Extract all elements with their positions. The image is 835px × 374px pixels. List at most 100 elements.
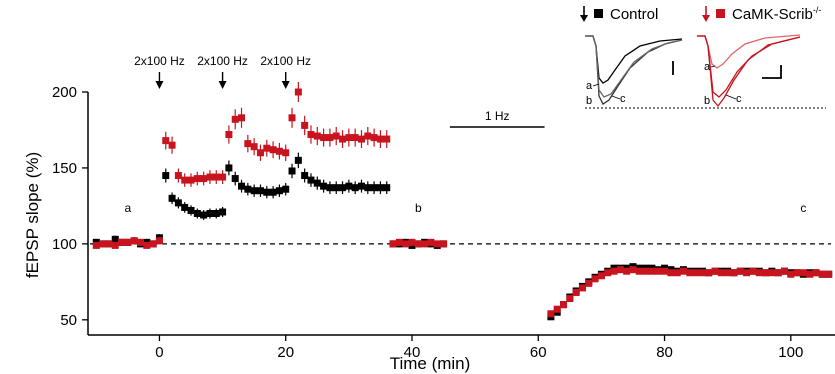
- stimulus-label: 2x100 Hz: [134, 54, 185, 68]
- data-point-scrib: [370, 134, 378, 142]
- data-point-scrib: [799, 269, 807, 277]
- trace-label-b-scrib: b: [704, 95, 710, 107]
- data-point-control: [351, 184, 359, 192]
- data-point-control: [339, 184, 347, 192]
- data-point-scrib: [787, 270, 795, 278]
- data-point-scrib: [263, 144, 271, 152]
- data-point-scrib: [661, 267, 669, 275]
- y-tick-label: 200: [52, 84, 77, 101]
- data-point-scrib: [162, 137, 170, 145]
- data-point-scrib: [768, 269, 776, 277]
- data-point-scrib: [572, 288, 580, 296]
- data-point-scrib: [679, 267, 687, 275]
- data-point-scrib: [143, 241, 151, 249]
- data-point-control: [301, 172, 309, 180]
- data-point-scrib: [440, 240, 448, 248]
- data-point-scrib: [181, 176, 189, 184]
- data-point-scrib: [793, 269, 801, 277]
- data-point-control: [212, 210, 220, 217]
- inset-scrib-scalebar: [762, 65, 782, 79]
- data-point-control: [288, 167, 296, 175]
- data-point-control: [162, 172, 170, 180]
- x-tick-label: 100: [778, 344, 803, 361]
- data-point-scrib: [332, 132, 340, 140]
- x-axis-ticks: 0 20 40 60 80 100: [155, 335, 803, 361]
- stimulus-arrow-head: [155, 81, 164, 89]
- data-point-scrib: [629, 266, 637, 274]
- data-point-scrib: [212, 173, 220, 181]
- data-point-scrib: [717, 269, 725, 277]
- data-point-scrib: [357, 135, 365, 143]
- data-point-scrib: [560, 301, 568, 309]
- data-point-control: [294, 156, 302, 164]
- x-tick-label: 40: [404, 344, 421, 361]
- data-point-scrib: [219, 173, 227, 181]
- legend-arrow-scrib: [702, 6, 710, 22]
- data-point-scrib: [282, 149, 290, 157]
- data-point-scrib: [597, 272, 605, 280]
- data-point-control: [111, 235, 119, 243]
- data-point-scrib: [705, 269, 713, 277]
- trace-scrib-a: [697, 34, 801, 69]
- legend-marker-control: [594, 9, 603, 18]
- data-point-scrib: [313, 132, 321, 140]
- y-tick-label: 50: [60, 312, 77, 329]
- y-tick-label: 150: [52, 160, 77, 177]
- data-point-scrib: [654, 267, 662, 275]
- data-point-control: [332, 184, 340, 192]
- data-point-scrib: [566, 295, 574, 303]
- data-point-scrib: [155, 237, 163, 245]
- data-point-control: [383, 184, 391, 192]
- x-tick-label: 0: [155, 344, 163, 361]
- data-point-scrib: [736, 267, 744, 275]
- data-point-scrib: [238, 114, 246, 122]
- legend-label-scrib-superscript: -/-: [813, 5, 822, 15]
- trace-scrib-b: [697, 35, 801, 108]
- data-point-scrib: [648, 267, 656, 275]
- data-point-control: [326, 184, 334, 192]
- data-point-scrib: [623, 267, 631, 275]
- data-point-scrib: [433, 240, 441, 248]
- data-point-control: [364, 184, 372, 192]
- data-series: [92, 82, 833, 321]
- data-point-scrib: [749, 267, 757, 275]
- timepoint-label: a: [125, 201, 132, 215]
- data-point-scrib: [711, 267, 719, 275]
- data-point-scrib: [364, 132, 372, 140]
- data-point-scrib: [743, 269, 751, 277]
- data-point-scrib: [812, 269, 820, 277]
- stimulus-label: 2x100 Hz: [197, 54, 248, 68]
- data-point-scrib: [99, 240, 107, 248]
- data-point-control: [376, 184, 384, 192]
- data-point-control: [307, 176, 315, 184]
- legend-label-scrib-name: CaMK-Scrib: [732, 6, 813, 23]
- trace-pointer-c-control: [611, 95, 621, 100]
- data-point-scrib: [547, 310, 555, 318]
- data-point-scrib: [294, 88, 302, 96]
- data-point-control: [231, 175, 239, 183]
- data-point-scrib: [395, 238, 403, 246]
- data-point-scrib: [818, 270, 826, 278]
- data-point-scrib: [635, 267, 643, 275]
- data-point-scrib: [320, 134, 328, 142]
- series-scrib: [92, 82, 833, 318]
- data-point-scrib: [427, 238, 435, 246]
- data-point-scrib: [585, 279, 593, 287]
- data-point-scrib: [137, 238, 145, 246]
- trace-label-a-scrib: a: [704, 61, 711, 73]
- stimulus-arrow-head: [218, 81, 227, 89]
- trace-label-a-control: a: [586, 80, 593, 92]
- data-point-scrib: [256, 149, 264, 157]
- data-point-scrib: [383, 135, 391, 143]
- data-point-scrib: [591, 275, 599, 283]
- data-point-control: [320, 182, 328, 190]
- data-point-scrib: [130, 237, 138, 245]
- data-point-control: [193, 210, 201, 217]
- x-tick-label: 60: [530, 344, 547, 361]
- data-point-control: [206, 210, 214, 217]
- data-point-scrib: [168, 141, 176, 149]
- y-axis-title: fEPSP slope (%): [23, 152, 42, 278]
- data-point-scrib: [686, 269, 694, 277]
- data-point-scrib: [724, 269, 732, 277]
- data-point-scrib: [275, 147, 283, 155]
